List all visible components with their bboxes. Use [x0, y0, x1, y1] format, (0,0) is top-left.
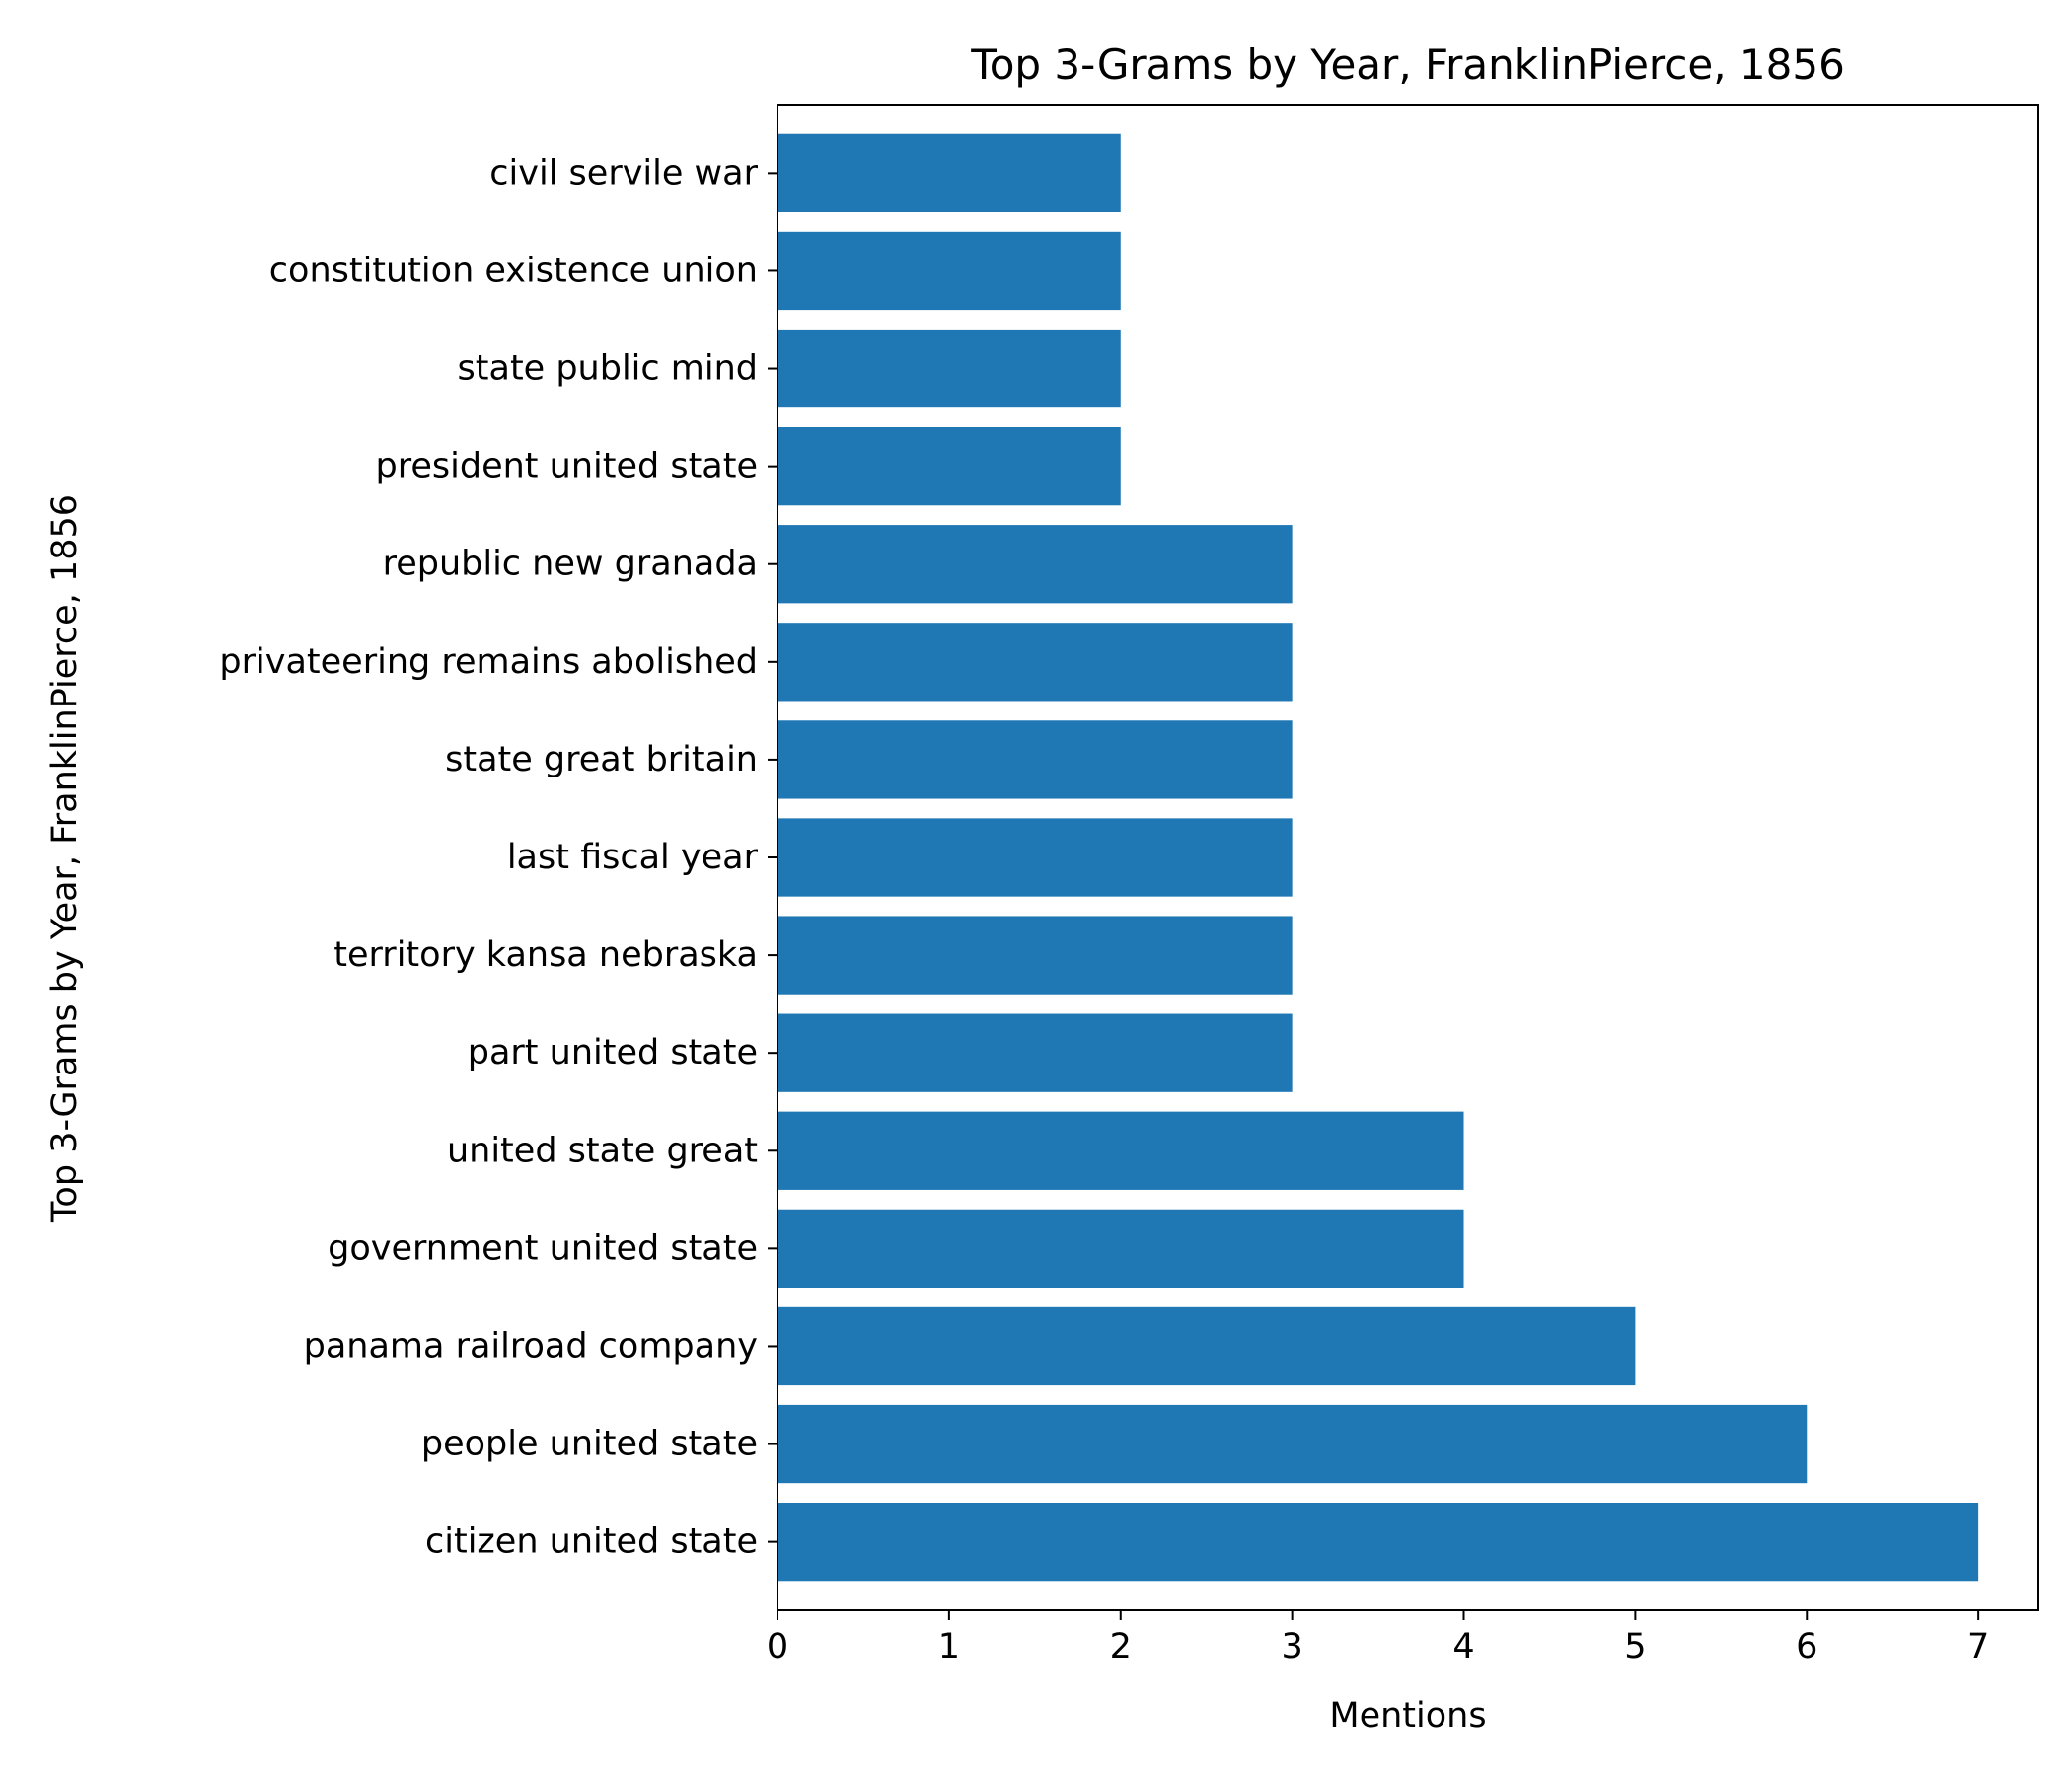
y-tick-label-7: last fiscal year — [507, 838, 759, 877]
y-tick-label-13: constitution existence union — [269, 251, 758, 290]
bar-9 — [777, 623, 1293, 702]
bars-group — [777, 133, 1979, 1582]
bar-2 — [777, 1306, 1636, 1386]
x-axis-label: Mentions — [1329, 1696, 1486, 1736]
x-tick-label-6: 6 — [1796, 1627, 1817, 1666]
bar-4 — [777, 1111, 1464, 1190]
y-axis-ticks: citizen united state people united state p… — [219, 153, 777, 1562]
bar-11 — [777, 427, 1121, 506]
y-tick-label-9: privateering remains abolished — [219, 642, 758, 682]
bar-6 — [777, 916, 1293, 995]
x-tick-label-0: 0 — [767, 1627, 788, 1666]
x-tick-label-5: 5 — [1624, 1627, 1646, 1666]
bar-13 — [777, 231, 1121, 311]
x-tick-label-7: 7 — [1967, 1627, 1989, 1666]
bar-14 — [777, 133, 1121, 212]
bar-3 — [777, 1209, 1464, 1288]
y-tick-label-5: part united state — [468, 1033, 758, 1073]
y-tick-label-6: territory kansa nebraska — [333, 935, 758, 975]
bar-12 — [777, 329, 1121, 408]
y-tick-label-2: panama railroad company — [304, 1326, 758, 1366]
bar-1 — [777, 1404, 1808, 1484]
bar-0 — [777, 1503, 1979, 1582]
bar-7 — [777, 818, 1293, 897]
y-tick-label-0: citizen united state — [425, 1522, 758, 1562]
x-tick-label-2: 2 — [1110, 1627, 1132, 1666]
x-tick-label-4: 4 — [1452, 1627, 1474, 1666]
x-tick-label-1: 1 — [938, 1627, 960, 1666]
y-tick-label-4: united state great — [447, 1131, 758, 1170]
chart-title: Top 3-Grams by Year, FranklinPierce, 185… — [970, 40, 1845, 89]
y-tick-label-12: state public mind — [458, 349, 758, 389]
y-axis-label: Top 3-Grams by Year, FranklinPierce, 185… — [45, 494, 85, 1223]
y-tick-label-8: state great britain — [445, 740, 758, 779]
bar-5 — [777, 1013, 1293, 1092]
y-tick-label-10: republic new granada — [383, 545, 758, 584]
bar-8 — [777, 720, 1293, 799]
y-tick-label-14: civil servile war — [489, 153, 758, 192]
y-tick-label-3: government united state — [328, 1228, 758, 1268]
bar-10 — [777, 525, 1293, 604]
x-axis-ticks: 0 1 2 3 4 5 6 7 — [767, 1610, 1989, 1666]
y-tick-label-11: president united state — [376, 447, 758, 486]
y-tick-label-1: people united state — [421, 1425, 758, 1464]
x-tick-label-3: 3 — [1281, 1627, 1302, 1666]
